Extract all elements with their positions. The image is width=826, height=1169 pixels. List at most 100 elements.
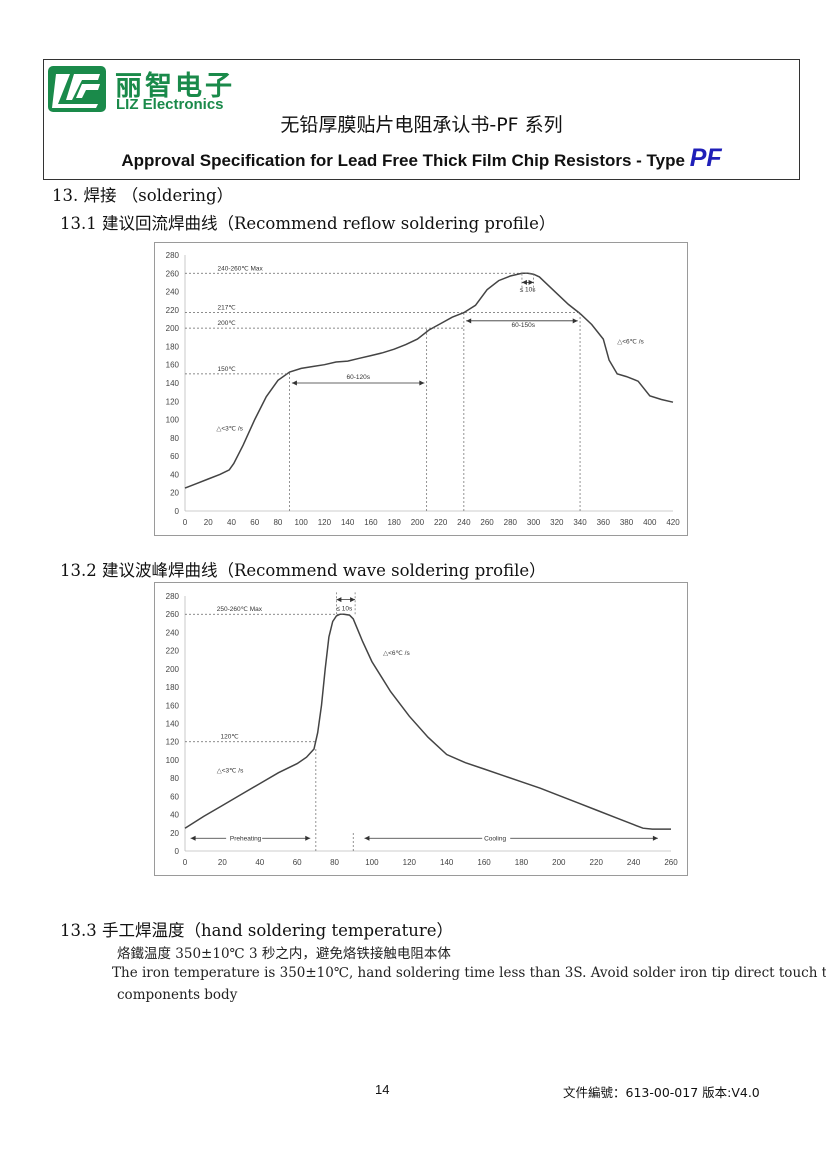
y-tick-label: 140 (166, 379, 180, 388)
temperature-profile-line (184, 613, 671, 830)
y-tick-label: 280 (166, 251, 180, 260)
x-tick-label: 100 (365, 858, 379, 867)
document-header: 丽智电子 LIZ Electronics 无铅厚膜贴片电阻承认书-PF 系列 A… (43, 59, 800, 180)
x-tick-label: 320 (550, 518, 564, 527)
liquidus-time-arrow-head-left (466, 318, 472, 324)
document-number: 文件編號：613-00-017 版本:V4.0 (563, 1085, 760, 1100)
cooling-arrow-head-right (652, 835, 658, 841)
x-tick-label: 0 (183, 858, 188, 867)
preheat-time-arrow-head-left (291, 380, 297, 386)
peak-time-label: ≤ 10s (336, 606, 353, 613)
cooling-rate-label: △<6℃ /s (383, 650, 410, 657)
x-tick-label: 100 (295, 518, 309, 527)
y-tick-label: 40 (170, 470, 179, 479)
reflow-chart-canvas: 0 20 40 60 80 100 120 140 160 180 200 220 240 260 280 3… (166, 251, 681, 527)
y-tick-label: 220 (166, 306, 180, 315)
cooling-rate-label: △<6℃ /s (617, 339, 644, 346)
x-tick-label: 260 (480, 518, 494, 527)
section-13-heading: 13. 焊接 （soldering） (52, 186, 234, 205)
t120-label: 120℃ (221, 734, 240, 741)
hand-soldering-text-en-1: The iron temperature is 350±10℃, hand so… (112, 965, 826, 981)
wave-chart-canvas: 0 20 40 60 80 100 120 140 160 180 200 220 240 260 0 20 4… (166, 592, 679, 867)
y-tick-label: 240 (166, 288, 180, 297)
x-tick-label: 280 (504, 518, 518, 527)
section-13-3-heading: 13.3 手工焊温度（hand soldering temperature） (60, 921, 453, 940)
y-tick-label: 120 (166, 397, 180, 406)
y-tick-label: 100 (166, 416, 180, 425)
preheat-time-label: 60-120s (347, 374, 371, 381)
document-title-chinese: 无铅厚膜贴片电阻承认书-PF 系列 (280, 114, 563, 136)
x-tick-label: 220 (434, 518, 448, 527)
y-tick-label: 20 (170, 829, 179, 838)
x-tick-label: 20 (204, 518, 213, 527)
liquidus-time-arrow-head-right (572, 318, 578, 324)
x-tick-label: 20 (218, 858, 227, 867)
x-tick-label: 140 (341, 518, 355, 527)
preheating-arrow-head-left (190, 835, 196, 841)
y-tick-label: 180 (166, 342, 180, 351)
y-tick-label: 240 (166, 628, 180, 637)
wave-chart: 0 20 40 60 80 100 120 140 160 180 200 220 240 260 0 20 4… (154, 582, 688, 876)
page-number: 14 (375, 1082, 390, 1097)
y-tick-label: 120 (166, 738, 180, 747)
section-13-2-heading: 13.2 建议波峰焊曲线（Recommend wave soldering pr… (60, 561, 546, 580)
x-tick-label: 160 (364, 518, 378, 527)
reflow-chart: 0 20 40 60 80 100 120 140 160 180 200 220 240 260 280 3… (154, 242, 688, 536)
x-tick-label: 200 (411, 518, 425, 527)
y-tick-label: 100 (166, 756, 180, 765)
heating-rate-label: △<3℃ /s (217, 768, 244, 775)
x-tick-label: 80 (330, 858, 339, 867)
x-tick-label: 260 (664, 858, 678, 867)
liz-logo-icon (48, 66, 106, 112)
t200-label: 200℃ (218, 320, 237, 327)
preheating-label: Preheating (230, 835, 262, 842)
cooling-label-bg (482, 832, 511, 843)
hand-soldering-text-cn: 烙鐵温度 350±10℃ 3 秒之内，避免烙铁接触电阻本体 (117, 946, 451, 962)
y-tick-label: 40 (170, 811, 179, 820)
peak-time-arrow-head-right (528, 279, 534, 285)
logo-english-name: LIZ Electronics (116, 96, 224, 113)
x-tick-label: 400 (643, 518, 657, 527)
x-tick-label: 420 (666, 518, 680, 527)
y-tick-label: 80 (170, 434, 179, 443)
heating-rate-label: △<3℃ /s (216, 426, 243, 433)
y-tick-label: 220 (166, 647, 180, 656)
section-13-1-heading: 13.1 建议回流焊曲线（Recommend reflow soldering … (60, 214, 556, 233)
x-tick-label: 180 (387, 518, 401, 527)
peak-temp-label: 250-260℃ Max (217, 606, 263, 613)
y-tick-label: 200 (166, 665, 180, 674)
x-tick-label: 140 (440, 858, 454, 867)
x-tick-label: 80 (273, 518, 282, 527)
y-tick-label: 60 (170, 452, 179, 461)
x-tick-label: 240 (627, 858, 641, 867)
x-tick-label: 160 (477, 858, 491, 867)
x-tick-label: 40 (227, 518, 236, 527)
x-tick-label: 340 (573, 518, 587, 527)
x-tick-label: 180 (515, 858, 529, 867)
hand-soldering-text-en-2: components body (117, 987, 238, 1003)
y-tick-label: 0 (175, 507, 180, 516)
x-tick-label: 240 (457, 518, 471, 527)
peak-time-arrow-head-left (521, 279, 527, 285)
liquidus-time-label: 60-150s (511, 322, 535, 329)
peak-time-arrow-head-left (336, 597, 342, 603)
y-tick-label: 160 (166, 361, 180, 370)
y-tick-label: 180 (166, 683, 180, 692)
cooling-arrow-head-left (364, 835, 370, 841)
x-tick-label: 220 (590, 858, 604, 867)
cooling-label: Cooling (484, 835, 506, 842)
x-tick-label: 0 (183, 518, 188, 527)
t217-label: 217℃ (218, 305, 237, 312)
temperature-profile-line (184, 272, 674, 489)
x-tick-label: 60 (250, 518, 259, 527)
y-tick-label: 160 (166, 701, 180, 710)
y-tick-label: 260 (166, 610, 180, 619)
title-type-code: PF (689, 144, 722, 172)
y-tick-label: 280 (166, 592, 180, 601)
y-tick-label: 80 (170, 774, 179, 783)
preheating-arrow-head-right (305, 835, 311, 841)
x-tick-label: 380 (620, 518, 634, 527)
document-title-english: Approval Specification for Lead Free Thi… (44, 144, 799, 173)
title-english-text: Approval Specification for Lead Free Thi… (121, 151, 685, 170)
t150-label: 150℃ (218, 366, 237, 373)
